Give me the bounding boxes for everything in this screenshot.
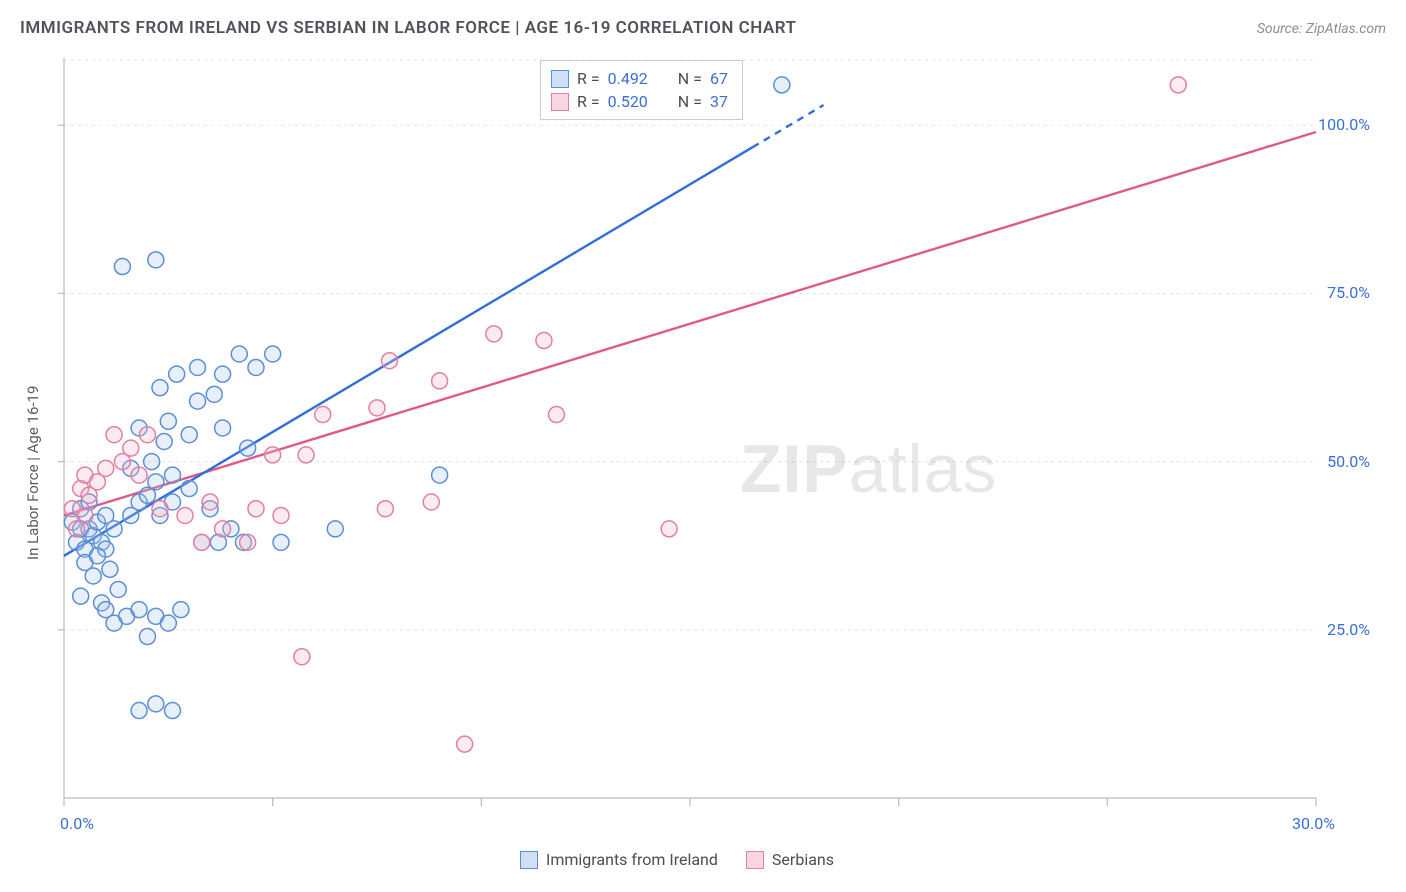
y-axis-label: In Labor Force | Age 16-19 [24, 386, 42, 560]
legend-n-value: 67 [710, 69, 728, 88]
scatter-chart [58, 54, 1376, 834]
plot-area [58, 54, 1376, 834]
tick-label: 100.0% [1318, 115, 1370, 134]
tick-label: 25.0% [1327, 620, 1370, 639]
tick-label: 30.0% [1292, 814, 1335, 833]
legend-r-label: R = [577, 69, 600, 88]
legend-row: R = 0.492 N = 67 [551, 67, 728, 90]
tick-label: 75.0% [1327, 283, 1370, 302]
legend-swatch [551, 70, 569, 88]
legend-swatch [520, 851, 538, 869]
legend-n-value: 37 [710, 92, 728, 111]
tick-label: 0.0% [60, 814, 94, 833]
legend-swatch [746, 851, 764, 869]
series-legend-label: Immigrants from Ireland [546, 850, 718, 869]
series-legend: Immigrants from Ireland Serbians [520, 848, 834, 871]
tick-label: 50.0% [1327, 452, 1370, 471]
title-bar: IMMIGRANTS FROM IRELAND VS SERBIAN IN LA… [20, 18, 1386, 38]
legend-r-value: 0.492 [608, 69, 648, 88]
legend-r-value: 0.520 [608, 92, 648, 111]
chart-title: IMMIGRANTS FROM IRELAND VS SERBIAN IN LA… [20, 18, 797, 38]
correlation-legend: R = 0.492 N = 67 R = 0.520 N = 37 [540, 60, 743, 120]
legend-n-label: N = [678, 69, 702, 88]
legend-r-label: R = [577, 92, 600, 111]
series-legend-item: Immigrants from Ireland [520, 848, 718, 871]
source-label: Source: ZipAtlas.com [1257, 21, 1386, 37]
legend-row: R = 0.520 N = 37 [551, 90, 728, 113]
legend-swatch [551, 93, 569, 111]
series-legend-label: Serbians [772, 850, 834, 869]
series-legend-item: Serbians [746, 848, 834, 871]
legend-n-label: N = [678, 92, 702, 111]
